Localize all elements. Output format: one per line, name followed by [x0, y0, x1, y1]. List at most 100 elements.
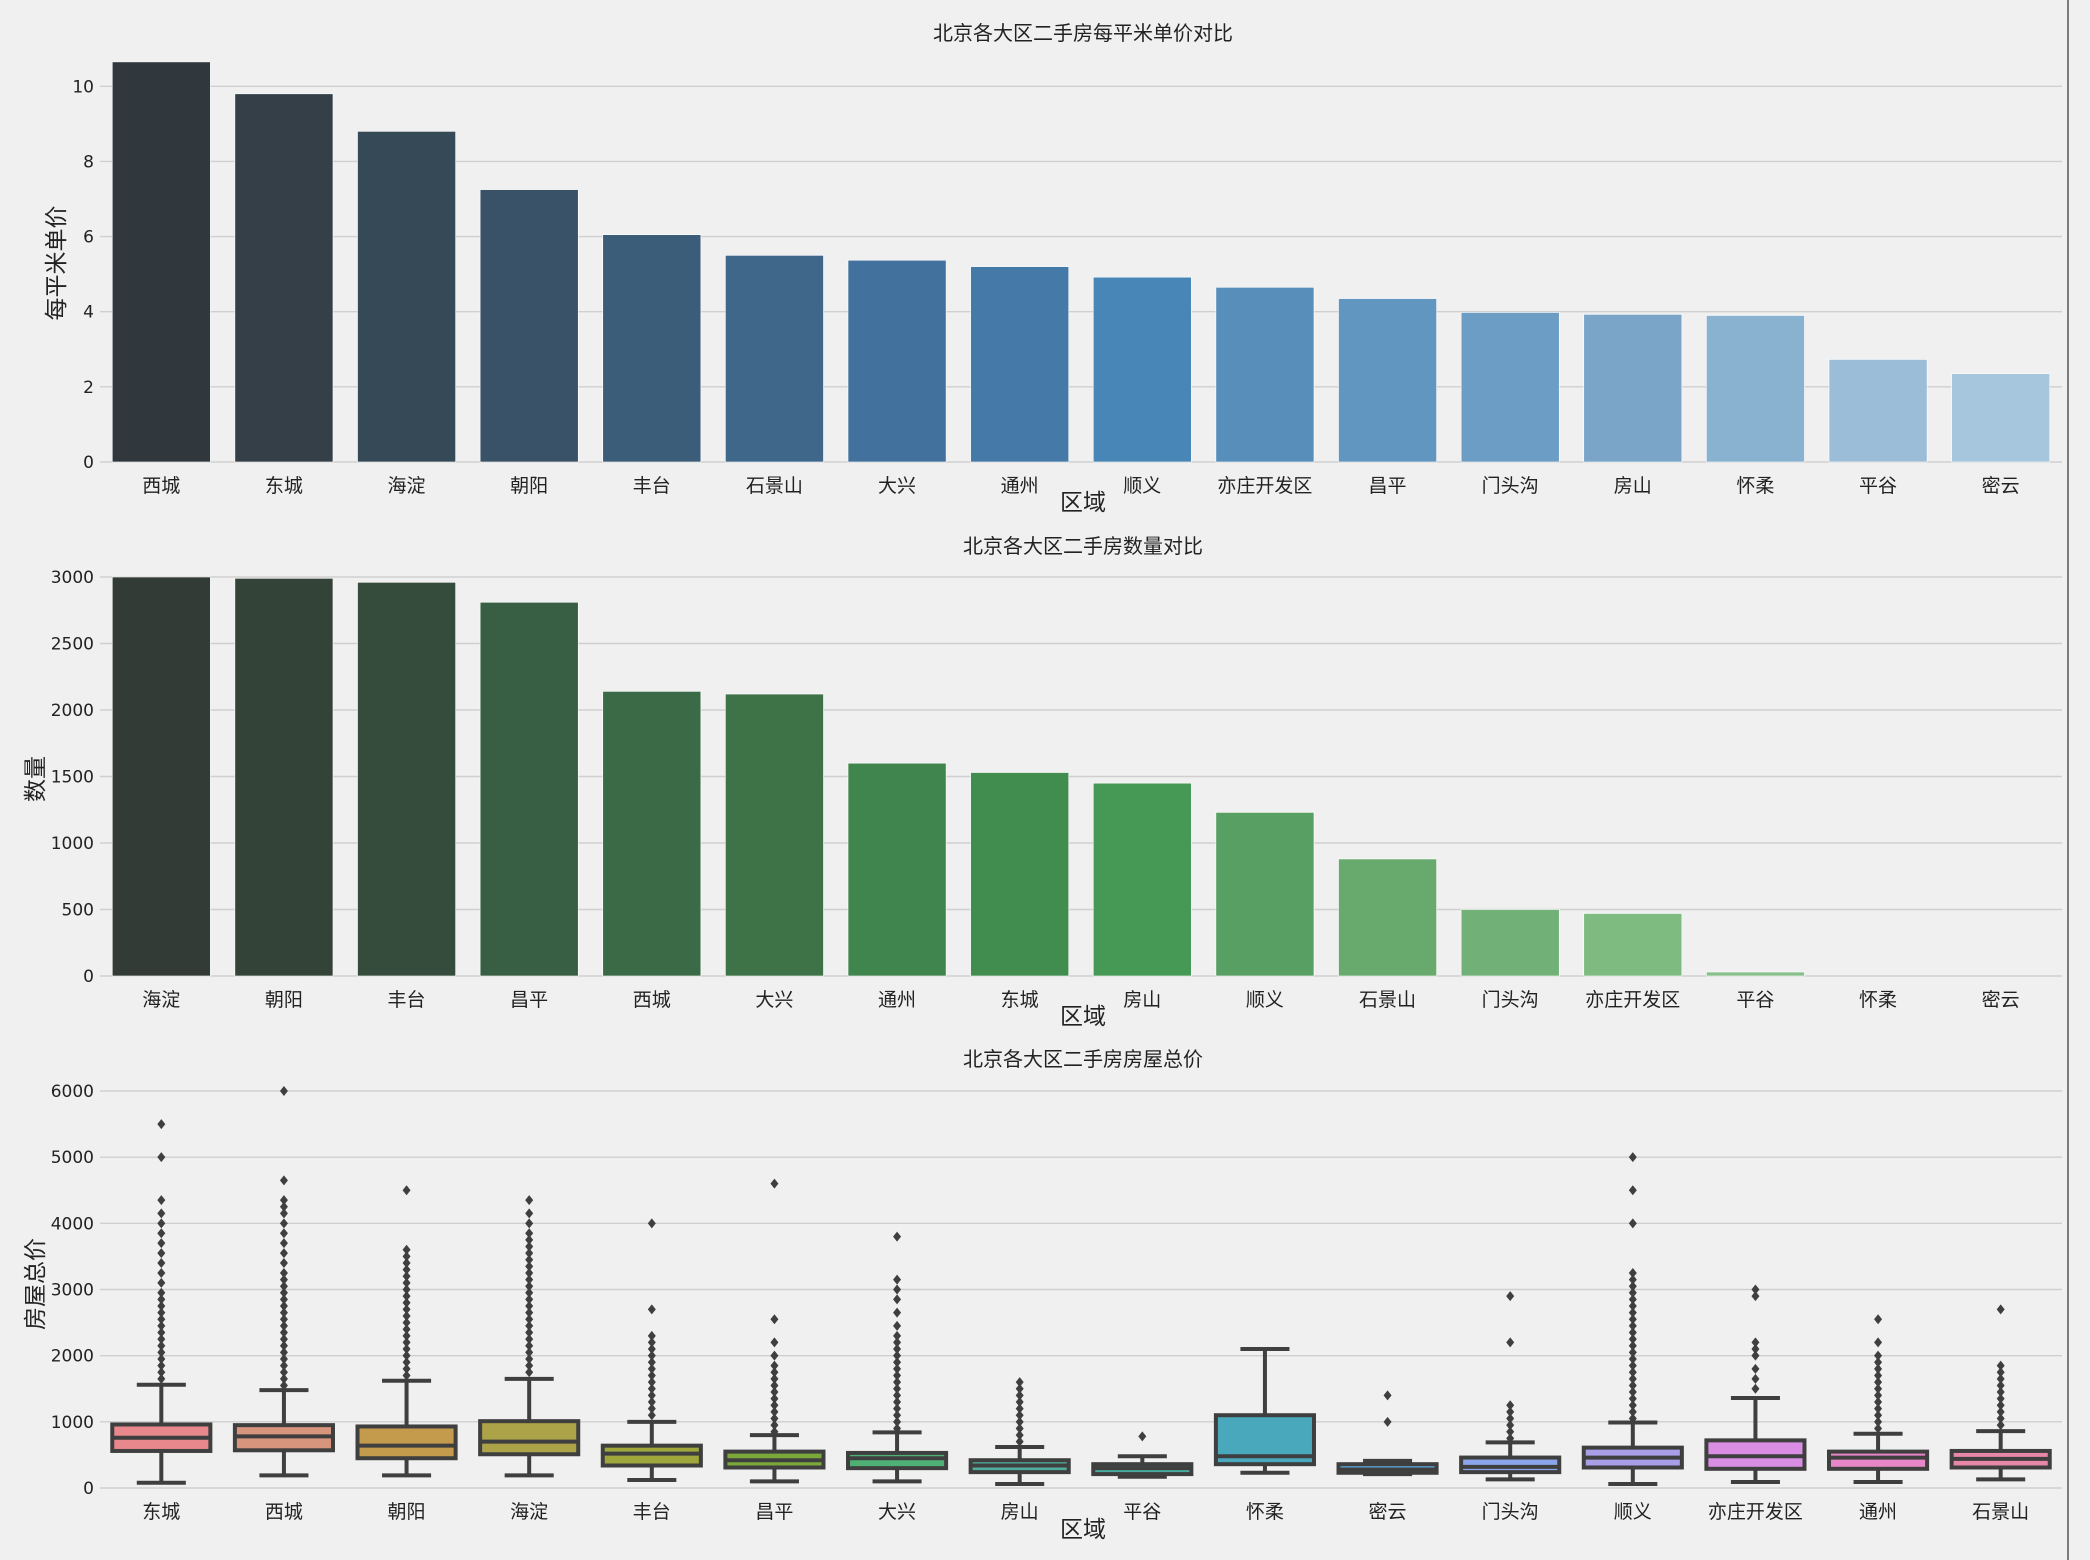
y-tick-label: 0 — [83, 967, 94, 987]
x-tick-label: 亦庄开发区 — [1708, 1501, 1803, 1523]
x-tick-label: 昌平 — [1369, 475, 1407, 497]
x-tick-label: 石景山 — [1972, 1501, 2029, 1523]
outlier-point — [525, 1320, 534, 1331]
x-tick-label: 朝阳 — [265, 989, 303, 1011]
y-tick-label: 0 — [83, 1479, 94, 1499]
x-tick-label: 门头沟 — [1482, 475, 1539, 497]
outlier-point — [1874, 1377, 1883, 1388]
outlier-point — [647, 1337, 656, 1348]
outlier-point — [402, 1251, 411, 1262]
outlier-point — [893, 1363, 902, 1374]
bar — [602, 234, 702, 463]
x-tick-label: 亦庄开发区 — [1217, 475, 1312, 497]
outlier-point — [402, 1317, 411, 1328]
outlier-point — [1506, 1426, 1515, 1437]
y-tick-label: 3000 — [51, 1281, 94, 1301]
outlier-point — [525, 1218, 534, 1229]
outlier-point — [1628, 1380, 1637, 1391]
bar — [234, 578, 334, 977]
outlier-point — [279, 1208, 288, 1219]
outlier-point — [279, 1373, 288, 1384]
outlier-point — [647, 1377, 656, 1388]
outlier-point — [647, 1350, 656, 1361]
outlier-point — [1015, 1410, 1024, 1421]
outlier-point — [893, 1377, 902, 1388]
y-tick-label: 6000 — [51, 1082, 94, 1102]
outlier-point — [279, 1301, 288, 1312]
x-tick-label: 大兴 — [878, 475, 916, 497]
outlier-point — [157, 1218, 166, 1229]
bar — [1706, 971, 1805, 977]
y-tick-label: 2000 — [51, 701, 94, 721]
outlier-point — [1874, 1403, 1883, 1414]
y-tick-label: 10 — [72, 77, 94, 97]
outlier-point — [1874, 1337, 1883, 1348]
bar — [1338, 858, 1437, 977]
outlier-point — [893, 1320, 902, 1331]
outlier-point — [647, 1403, 656, 1414]
bar — [479, 189, 579, 463]
outlier-point — [1996, 1380, 2005, 1391]
outlier-point — [647, 1363, 656, 1374]
outlier-point — [770, 1314, 779, 1325]
outlier-point — [1506, 1337, 1515, 1348]
outlier-point — [1751, 1337, 1760, 1348]
bar — [1092, 276, 1192, 463]
outlier-point — [893, 1383, 902, 1394]
outlier-point — [647, 1410, 656, 1421]
x-tick-label: 门头沟 — [1482, 1501, 1539, 1523]
y-tick-label: 1500 — [51, 768, 94, 788]
bar — [1215, 286, 1315, 463]
bar — [111, 576, 211, 977]
bar — [234, 93, 334, 463]
outlier-point — [1874, 1410, 1883, 1421]
outlier-point — [279, 1274, 288, 1285]
x-tick-label: 顺义 — [1246, 989, 1284, 1011]
outlier-point — [1996, 1360, 2005, 1371]
chart-title: 北京各大区二手房房屋总价 — [963, 1047, 1203, 1071]
outlier-point — [1874, 1350, 1883, 1361]
outlier-point — [893, 1410, 902, 1421]
x-tick-label: 石景山 — [746, 475, 803, 497]
x-axis-label: 区域 — [1060, 1004, 1106, 1030]
outlier-point — [1628, 1314, 1637, 1325]
outlier-point — [893, 1370, 902, 1381]
outlier-point — [157, 1353, 166, 1364]
outlier-point — [1874, 1363, 1883, 1374]
y-tick-label: 6 — [83, 228, 94, 248]
outlier-point — [525, 1267, 534, 1278]
y-tick-label: 2500 — [51, 635, 94, 655]
outlier-point — [770, 1426, 779, 1437]
x-tick-label: 门头沟 — [1482, 989, 1539, 1011]
outlier-point — [525, 1254, 534, 1265]
outlier-point — [157, 1152, 166, 1163]
outlier-point — [279, 1327, 288, 1338]
outlier-point — [1874, 1357, 1883, 1368]
outlier-point — [893, 1390, 902, 1401]
outlier-point — [647, 1396, 656, 1407]
outlier-point — [525, 1261, 534, 1272]
outlier-point — [279, 1367, 288, 1378]
outlier-point — [893, 1396, 902, 1407]
x-tick-label: 东城 — [1001, 989, 1039, 1011]
outlier-point — [1751, 1344, 1760, 1355]
chart-title: 北京各大区二手房每平米单价对比 — [933, 21, 1233, 45]
outlier-point — [770, 1406, 779, 1417]
outlier-point — [402, 1330, 411, 1341]
y-tick-label: 8 — [83, 152, 94, 172]
outlier-point — [402, 1185, 411, 1196]
bar — [1706, 315, 1805, 463]
outlier-point — [1383, 1390, 1392, 1401]
x-tick-label: 石景山 — [1359, 989, 1416, 1011]
outlier-point — [1015, 1403, 1024, 1414]
x-tick-label: 房山 — [1123, 989, 1161, 1011]
outlier-point — [279, 1320, 288, 1331]
outlier-point — [279, 1086, 288, 1096]
outlier-point — [1628, 1360, 1637, 1371]
x-tick-label: 亦庄开发区 — [1585, 989, 1680, 1011]
outlier-point — [1874, 1383, 1883, 1394]
outlier-point — [1874, 1416, 1883, 1427]
outlier-point — [157, 1248, 166, 1259]
outlier-point — [1874, 1370, 1883, 1381]
